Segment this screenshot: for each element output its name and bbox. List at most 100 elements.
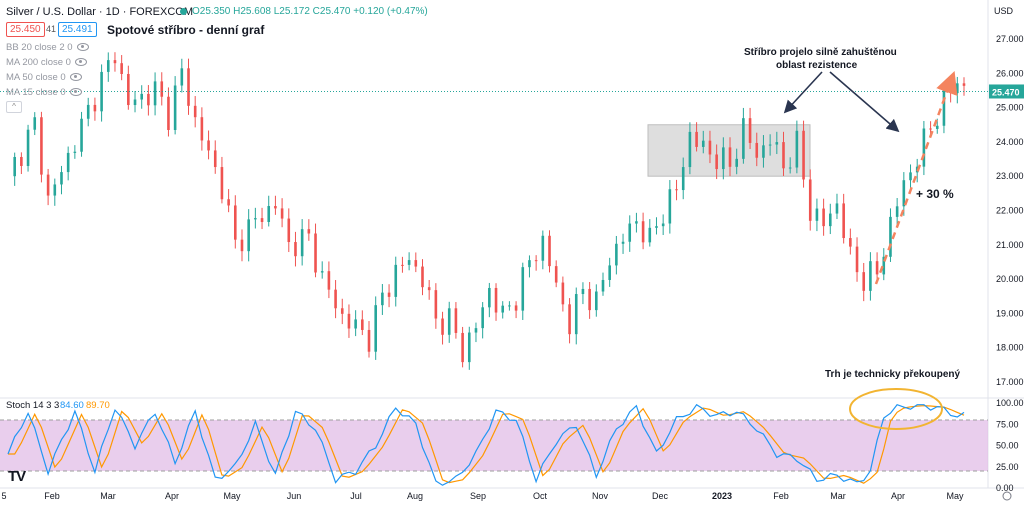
candle-body <box>541 235 545 261</box>
candle-body <box>962 83 966 86</box>
candle-body <box>635 221 638 224</box>
candle-body <box>180 68 184 86</box>
candle-body <box>40 117 43 175</box>
eye-icon[interactable] <box>76 43 89 52</box>
stoch-label[interactable]: Stoch 14 3 3 <box>6 400 60 411</box>
candle-body <box>46 174 50 196</box>
candle-body <box>314 233 317 273</box>
candle-body <box>849 238 852 247</box>
candle-body <box>588 288 591 311</box>
stoch-tick-label: 100.00 <box>996 398 1024 408</box>
bid-price[interactable]: 25.450 <box>6 22 45 37</box>
stoch-tick-label: 25.00 <box>996 462 1019 472</box>
resistance-note-1: Stříbro projelo silně zahuštěnou <box>744 47 897 58</box>
candle-body <box>728 147 732 167</box>
resistance-arrow-left <box>783 71 823 114</box>
time-tick-label: 5 <box>1 491 6 501</box>
time-tick-label: Apr <box>165 491 179 501</box>
candle-body <box>467 332 471 363</box>
time-tick-label: Oct <box>533 491 548 501</box>
candle-body <box>187 68 190 106</box>
time-tick-label: Jun <box>287 491 302 501</box>
candle-body <box>855 246 859 273</box>
candle-body <box>133 99 137 106</box>
price-tick-label: 23.000 <box>996 171 1024 181</box>
indicator-ma15[interactable]: MA 15 close 0 <box>6 87 82 98</box>
candle-body <box>327 271 331 290</box>
candle-body <box>120 63 123 74</box>
price-tick-label: 24.000 <box>996 137 1024 147</box>
candle-body <box>427 287 431 291</box>
candle-body <box>715 154 718 170</box>
candle-body <box>835 203 839 214</box>
candle-body <box>26 129 30 166</box>
candle-body <box>240 239 244 252</box>
candle-body <box>127 73 130 106</box>
candle-body <box>681 167 685 191</box>
candle-body <box>595 291 598 311</box>
candle-body <box>80 118 83 152</box>
eye-icon[interactable] <box>74 58 87 67</box>
eye-icon[interactable] <box>69 73 82 82</box>
candle-body <box>401 264 404 266</box>
candle-body <box>628 223 632 242</box>
candle-body <box>414 260 418 267</box>
candle-body <box>421 266 424 288</box>
time-tick-label: 2023 <box>712 491 732 501</box>
candle-body <box>220 167 224 200</box>
candle-body <box>160 81 164 97</box>
candle-body <box>447 308 451 335</box>
candle-body <box>561 282 565 305</box>
candle-body <box>534 260 538 262</box>
indicator-bb[interactable]: BB 20 close 2 0 <box>6 42 89 53</box>
candle-body <box>340 308 344 314</box>
candle-body <box>782 142 785 169</box>
candle-body <box>701 140 705 147</box>
candle-body <box>722 147 725 170</box>
candle-body <box>735 158 738 167</box>
candle-body <box>548 235 551 267</box>
candle-body <box>113 60 117 64</box>
stoch-tick-label: 50.00 <box>996 441 1019 451</box>
ask-price[interactable]: 25.491 <box>58 22 97 37</box>
last-price-label: 25.470 <box>992 87 1020 97</box>
price-tick-label: 20.000 <box>996 274 1024 284</box>
currency-label[interactable]: USD <box>994 6 1014 16</box>
candle-body <box>274 206 277 209</box>
candle-body <box>828 213 832 227</box>
candle-body <box>434 290 438 319</box>
candle-body <box>528 260 531 268</box>
time-tick-label: Dec <box>652 491 669 501</box>
candle-body <box>768 144 772 146</box>
indicator-ma50[interactable]: MA 50 close 0 <box>6 72 82 83</box>
candle-body <box>521 267 525 311</box>
settings-icon <box>1002 491 1012 501</box>
overbought-note: Trh je technicky překoupený <box>825 369 961 380</box>
candle-body <box>86 104 90 119</box>
time-tick-label: Feb <box>773 491 789 501</box>
price-tick-label: 18.000 <box>996 343 1024 353</box>
candle-body <box>501 305 505 313</box>
candle-body <box>454 308 458 333</box>
time-tick-label: Apr <box>891 491 905 501</box>
candle-body <box>748 118 752 143</box>
candle-body <box>361 319 364 330</box>
candle-body <box>213 150 217 168</box>
indicator-ma200[interactable]: MA 200 close 0 <box>6 57 87 68</box>
candle-body <box>601 279 605 292</box>
candle-body <box>822 208 825 227</box>
eye-icon[interactable] <box>69 88 82 97</box>
candle-body <box>234 205 237 240</box>
candle-body <box>60 172 63 185</box>
candle-body <box>267 206 271 222</box>
collapse-indicators-icon[interactable]: ^ <box>6 101 22 113</box>
candle-body <box>695 131 698 147</box>
candle-body <box>514 305 518 311</box>
candle-body <box>922 128 926 167</box>
candle-body <box>33 117 37 130</box>
candle-body <box>842 203 845 239</box>
last-price-tag <box>989 84 1024 99</box>
candle-body <box>762 145 765 158</box>
candle-body <box>882 256 886 275</box>
